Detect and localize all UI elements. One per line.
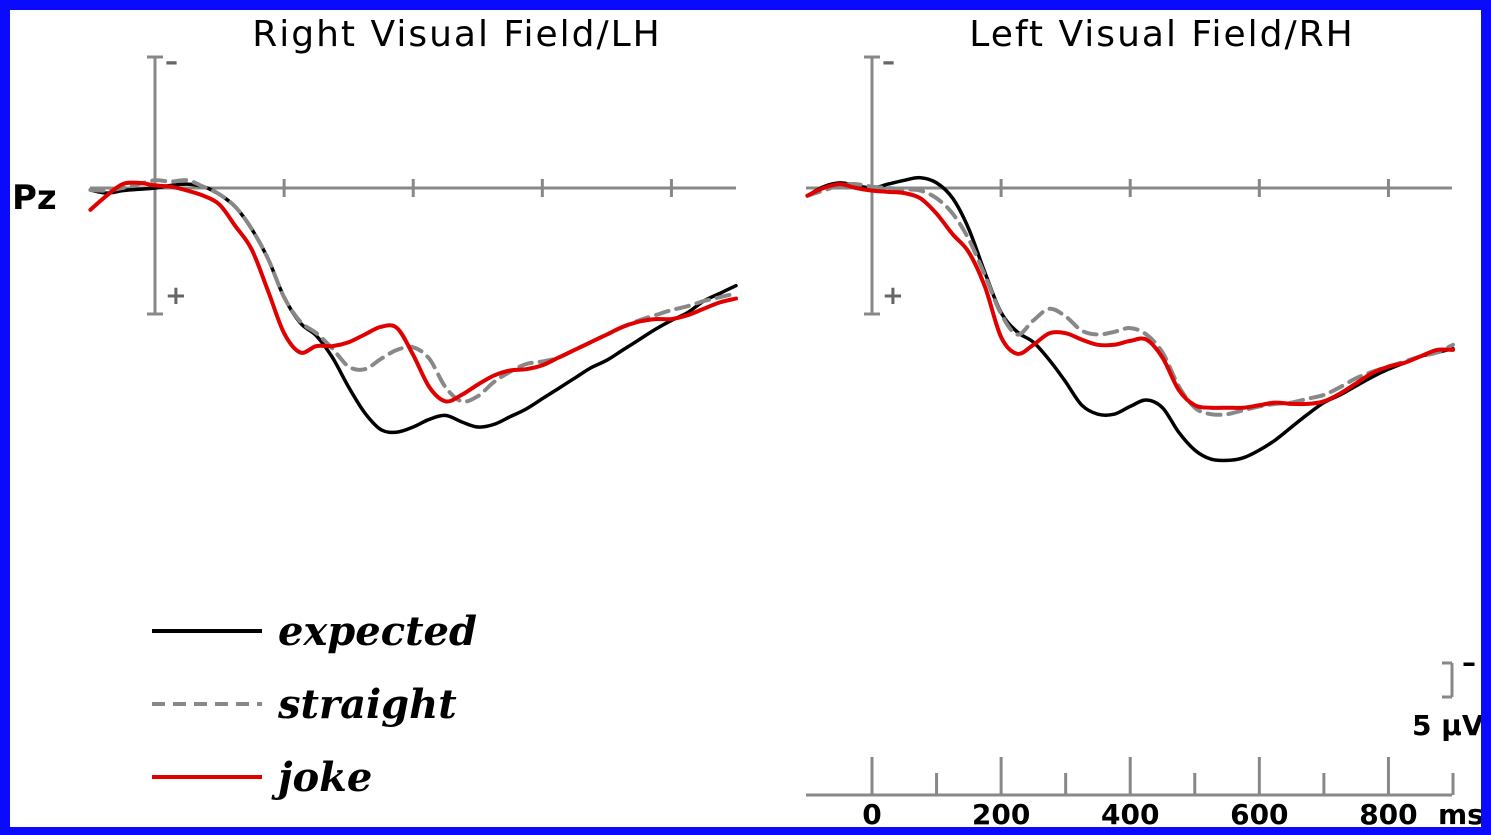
x-unit-label: ms (1438, 798, 1484, 831)
waveform-joke (805, 182, 1455, 410)
voltage-scale-bar: – 5 μV (1412, 646, 1484, 742)
panel-series-left (88, 178, 738, 435)
time-axis-tick-label: 400 (1101, 798, 1159, 831)
channel-label: Pz (12, 178, 57, 218)
legend-label-straight: straight (277, 681, 457, 728)
time-axis-tick-label: 200 (972, 798, 1030, 831)
time-axis: 0 200 400 600 800 (806, 757, 1455, 831)
waveform-straight (805, 182, 1455, 417)
waveform-expected (88, 182, 738, 435)
panel-series-right (805, 175, 1455, 463)
scale-bar-polarity-mark: – (1462, 646, 1476, 679)
positive-polarity-mark-right: + (882, 281, 904, 311)
waveform-straight (88, 178, 738, 404)
positive-polarity-mark-left: + (165, 281, 187, 311)
time-axis-tick-label: 0 (862, 798, 881, 831)
negative-polarity-mark-left: – (165, 47, 178, 77)
negative-polarity-mark-right: – (882, 47, 895, 77)
panel-axes-right (806, 55, 1452, 316)
waveform-joke (88, 180, 738, 404)
scale-bar-label: 5 μV (1412, 709, 1484, 742)
panel-title-right: Left Visual Field/RH (969, 14, 1354, 55)
legend: expected straight joke (152, 608, 477, 801)
time-axis-tick-label: 800 (1359, 798, 1417, 831)
legend-label-expected: expected (278, 608, 477, 655)
waveform-expected (805, 175, 1455, 463)
time-axis-tick-label: 600 (1230, 798, 1288, 831)
panel-title-left: Right Visual Field/LH (252, 14, 662, 55)
legend-label-joke: joke (271, 754, 372, 801)
